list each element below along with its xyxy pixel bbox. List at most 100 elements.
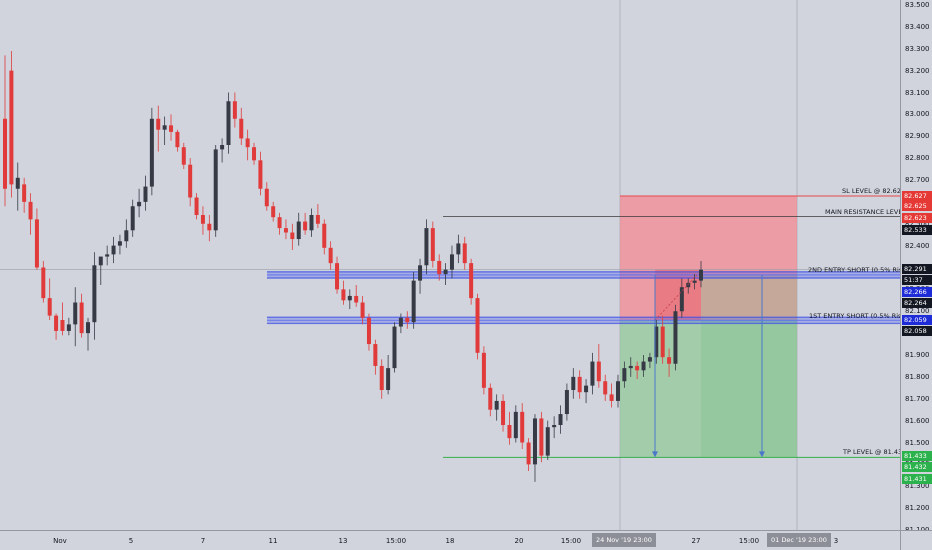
candle-body <box>341 289 346 301</box>
candle-body <box>156 118 161 130</box>
candle-body <box>692 280 697 283</box>
candle-body <box>200 215 205 224</box>
candle-body <box>28 201 33 220</box>
candle-body <box>322 223 327 248</box>
time-tick-label: 5 <box>128 537 134 545</box>
candle-body <box>386 368 391 390</box>
candle-body <box>462 243 467 264</box>
candle-body <box>660 326 665 358</box>
candle-body <box>111 245 116 255</box>
target-arrowhead <box>759 451 765 458</box>
price-tick-label: 82.700 <box>905 176 930 184</box>
candle-body <box>73 302 78 325</box>
candle-body <box>379 365 384 390</box>
price-tick-label: 81.500 <box>905 438 930 447</box>
price-tag: 81.431 <box>902 474 932 484</box>
candle-body <box>264 188 269 207</box>
price-tag: 81.433 <box>902 451 932 461</box>
time-tick-label: 15:00 <box>560 537 582 545</box>
second-entry-label: 2ND ENTRY SHORT (0.5% Risk) <box>808 266 900 274</box>
candle-body <box>673 311 678 364</box>
candle-body <box>590 361 595 386</box>
candle-body <box>366 317 371 345</box>
time-tag: 24 Nov '19 23:00 <box>592 533 656 547</box>
candle-body <box>584 385 589 393</box>
candle-body <box>488 387 493 410</box>
candle-body <box>41 267 46 299</box>
candle-body <box>654 326 659 358</box>
candle-body <box>258 160 263 189</box>
price-tick-label: 81.600 <box>905 416 930 425</box>
candle-body <box>667 357 672 364</box>
candle-body <box>252 147 257 161</box>
sl-level-label: SL LEVEL @ 82.627 <box>842 187 900 195</box>
price-tick-label: 81.300 <box>905 482 930 491</box>
candle-body <box>169 125 174 132</box>
price-tick-label: 82.500 <box>905 219 930 228</box>
candle-body <box>47 298 52 316</box>
candle-body <box>130 206 135 231</box>
price-tag: 51:37 <box>902 275 932 285</box>
candle-body <box>398 317 403 327</box>
candle-body <box>622 368 627 382</box>
candle-body <box>194 197 199 215</box>
candle-body <box>22 184 27 202</box>
price-tag: 82.533 <box>902 225 932 235</box>
price-tag: 82.291 <box>902 264 932 274</box>
candle-body <box>303 221 308 231</box>
candle-body <box>60 320 65 331</box>
candle-body <box>437 260 442 275</box>
price-tick-label: 83.300 <box>905 44 930 53</box>
time-tick-label: 15:00 <box>385 537 407 545</box>
price-tick-label: 82.900 <box>905 132 930 141</box>
time-tick-label: 27 <box>691 537 701 545</box>
price-chart[interactable] <box>0 0 900 530</box>
candle-body <box>239 118 244 139</box>
candle-body <box>290 232 295 240</box>
candle-body <box>545 427 550 456</box>
candle-body <box>449 254 454 270</box>
time-tag: 01 Dec '19 23:00 <box>767 533 831 547</box>
candle-body <box>347 295 352 301</box>
candle-body <box>532 418 537 465</box>
candle-body <box>15 177 20 189</box>
time-tick-label: 18 <box>445 537 455 545</box>
candle-body <box>175 131 180 148</box>
candle-body <box>513 411 518 439</box>
price-tick-label: 83.500 <box>905 1 930 9</box>
candle-body <box>328 247 333 264</box>
candle-body <box>277 217 282 229</box>
price-tag: 81.432 <box>902 462 932 472</box>
candle-body <box>54 315 59 331</box>
time-tick-label: 7 <box>200 537 206 545</box>
candle-body <box>188 164 193 198</box>
time-tick-label: 15:00 <box>738 537 760 545</box>
tp-level-label: TP LEVEL @ 81.432 <box>843 448 900 456</box>
target-arrowhead <box>652 451 658 458</box>
candle-body <box>9 70 14 185</box>
candle-body <box>558 414 563 425</box>
candle-body <box>456 243 461 255</box>
candle-body <box>117 241 122 246</box>
candle-body <box>571 376 576 390</box>
candle-body <box>149 118 154 187</box>
first-entry-label: 1ST ENTRY SHORT (0.5% Risk) <box>809 312 900 320</box>
time-tick-label: 13 <box>338 537 348 545</box>
candle-body <box>124 230 129 242</box>
price-axis[interactable]: 83.500 83.400 83.300 83.200 83.100 83.000 82.9… <box>900 0 932 534</box>
candle-body <box>405 317 410 323</box>
candle-body <box>309 215 314 231</box>
chart-canvas[interactable]: SL LEVEL @ 82.627 MAIN RESISTANCE LEVEL … <box>0 0 900 530</box>
price-tick-label: 82.800 <box>905 154 930 163</box>
time-tick-label: 20 <box>514 537 524 545</box>
candle-body <box>245 138 250 148</box>
candle-body <box>162 125 167 130</box>
candle-body <box>615 381 620 401</box>
time-tick-label: 11 <box>268 537 278 545</box>
price-tag: 82.266 <box>902 287 932 297</box>
position-target-zone <box>701 274 797 458</box>
candle-body <box>92 265 97 323</box>
axis-corner <box>900 530 932 550</box>
candle-body <box>79 302 84 334</box>
